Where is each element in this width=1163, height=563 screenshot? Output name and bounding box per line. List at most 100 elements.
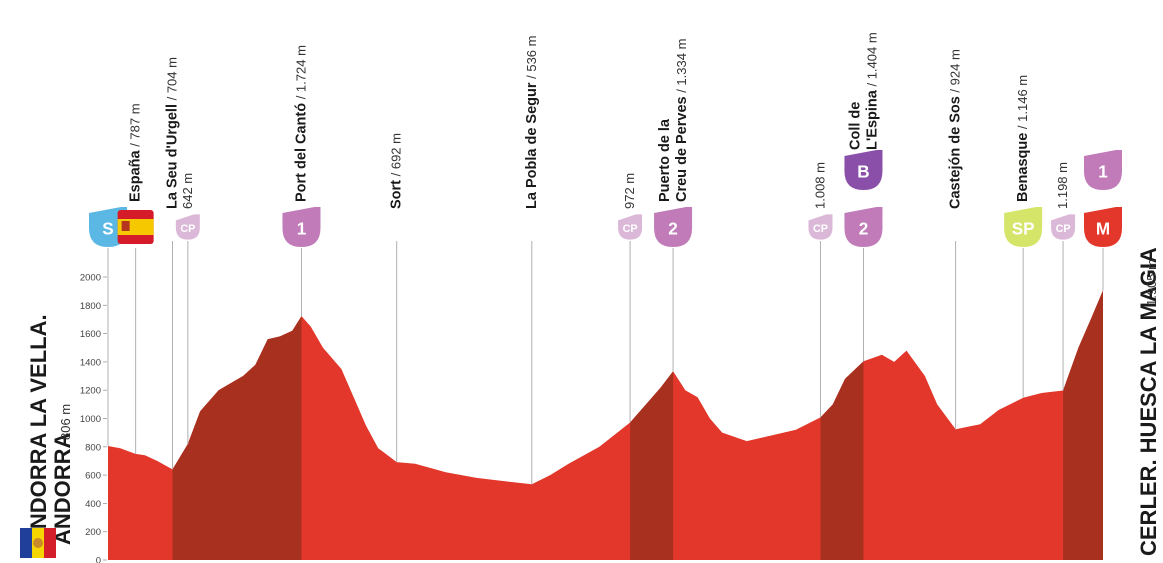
waypoint-text: Puerto de laCreu de Perves / 1.334 m — [657, 39, 690, 202]
spain-flag-icon — [117, 210, 154, 244]
climb-segment — [1063, 290, 1103, 560]
waypoint-label: 1.198 m — [1055, 162, 1070, 209]
badge-label: SP — [1012, 220, 1035, 239]
badge-label: 2 — [859, 220, 869, 239]
y-tick-label: 1800 — [80, 301, 101, 312]
finish-label: CERLER. HUESCA LA MAGIA 1.905 m — [1136, 247, 1161, 556]
waypoint-altitude: / 787 m — [128, 103, 143, 150]
waypoint-label: Port del Cantó / 1.724 m — [293, 45, 309, 202]
waypoint-label: 1.008 m — [812, 162, 827, 209]
waypoint-label: 972 m — [622, 173, 637, 209]
mountain-badge: 1 — [1084, 150, 1122, 190]
waypoint-altitude: / 536 m — [524, 36, 539, 83]
waypoint-name: Benasque — [1015, 133, 1031, 202]
waypoint-altitude: 972 m — [622, 173, 637, 209]
y-tick-label: 800 — [85, 442, 101, 453]
waypoint-text: 972 m — [622, 173, 637, 209]
badge-label: CP — [813, 223, 828, 235]
y-tick-label: 1600 — [80, 329, 101, 340]
waypoint-name: La Seu d'Urgell — [164, 104, 180, 209]
y-tick-label: 1200 — [80, 386, 101, 397]
waypoint-altitude: / 704 m — [164, 57, 179, 104]
waypoint-badges: S CP 1 CP 2 CP 2 B SP CP M 1 — [89, 150, 1122, 247]
waypoint-text: Castejón de Sos / 924 m — [948, 49, 964, 209]
waypoint-altitude: / 1.334 m — [674, 39, 689, 97]
waypoint-text: Port del Cantó / 1.724 m — [293, 45, 309, 202]
waypoint-text: Sort / 692 m — [389, 133, 405, 209]
finish-badge: M — [1084, 207, 1122, 247]
waypoint-altitude: / 1.724 m — [293, 45, 308, 103]
y-tick-label: 1400 — [80, 357, 101, 368]
waypoint-text: 1.008 m — [812, 162, 827, 209]
badge-label: CP — [180, 223, 195, 235]
waypoint-altitude: / 1.404 m — [864, 32, 879, 90]
badge-label: 1 — [1098, 163, 1108, 182]
finish-name: CERLER. HUESCA LA MAGIA — [1136, 247, 1161, 556]
waypoint-name: Coll de — [847, 102, 863, 150]
mountain-badge: 2 — [654, 207, 693, 247]
waypoint-altitude: / 692 m — [389, 133, 404, 180]
waypoint-text: Coll deL'Espina / 1.404 m — [847, 32, 880, 150]
waypoint-label: 642 m — [180, 173, 195, 209]
start-country: ANDORRA — [50, 432, 75, 545]
waypoint-text: La Pobla de Segur / 536 m — [524, 36, 540, 209]
checkpoint-badge: CP — [175, 214, 200, 240]
climb-segment — [630, 371, 674, 560]
cat-b-badge: B — [844, 150, 883, 190]
y-tick-label: 200 — [85, 527, 101, 538]
checkpoint-badge: CP — [618, 214, 643, 240]
badge-label: B — [857, 163, 869, 182]
waypoint-label: Castejón de Sos / 924 m — [948, 49, 964, 209]
waypoint-label: Coll deL'Espina / 1.404 m — [847, 32, 880, 150]
waypoint-text: Benasque / 1.146 m — [1015, 75, 1031, 202]
badge-label: CP — [1056, 223, 1071, 235]
checkpoint-badge: CP — [1051, 214, 1076, 240]
waypoint-label: España / 787 m — [128, 103, 144, 202]
badge-label: S — [102, 220, 113, 239]
waypoint-label: Puerto de laCreu de Perves / 1.334 m — [657, 39, 690, 202]
start-altitude: 806 m — [58, 404, 73, 440]
waypoint-name: Creu de Perves — [674, 96, 690, 202]
waypoint-name: L'Espina — [864, 89, 880, 150]
waypoint-name: Sort — [389, 180, 405, 209]
start-city: ANDORRA LA VELLA. — [26, 314, 51, 545]
waypoint-altitude: / 1.146 m — [1015, 75, 1030, 133]
leader-lines — [107, 241, 1104, 485]
y-axis: 0 200 400 600 800 1000 1200 1400 1600 1800 2000 — [80, 273, 107, 563]
waypoint-text: La Seu d'Urgell / 704 m — [164, 57, 180, 209]
elevation-profile — [108, 290, 1103, 560]
waypoint-label: La Pobla de Segur / 536 m — [524, 36, 540, 209]
y-tick-label: 0 — [96, 556, 101, 563]
climb-segment — [172, 316, 302, 560]
waypoint-name: Puerto de la — [657, 118, 673, 202]
waypoint-label: Benasque / 1.146 m — [1015, 75, 1031, 202]
y-tick-label: 400 — [85, 499, 101, 510]
waypoint-name: Port del Cantó — [293, 103, 309, 202]
start-badge: S — [89, 207, 127, 247]
waypoint-altitude: 642 m — [180, 173, 195, 209]
climb-segment — [820, 361, 864, 560]
badge-label: M — [1096, 220, 1110, 239]
waypoint-name: España — [128, 149, 144, 202]
waypoint-altitude: 1.008 m — [812, 162, 827, 209]
waypoint-label: La Seu d'Urgell / 704 m — [164, 57, 180, 209]
finish-altitude: 1.905 m — [1144, 259, 1159, 306]
waypoint-name: Castejón de Sos — [948, 96, 964, 209]
mountain-badge: 2 — [844, 207, 883, 247]
y-tick-label: 600 — [85, 471, 101, 482]
badge-label: 2 — [668, 220, 678, 239]
waypoint-text: 642 m — [180, 173, 195, 209]
andorra-flag-icon — [20, 528, 56, 558]
waypoint-name: La Pobla de Segur — [524, 82, 540, 209]
waypoint-labels: España / 787 m La Seu d'Urgell / 704 m642… — [128, 32, 1070, 209]
waypoint-text: España / 787 m — [128, 103, 144, 202]
waypoint-label: Sort / 692 m — [389, 133, 405, 209]
y-tick-label: 2000 — [80, 273, 101, 284]
badge-label: 1 — [297, 220, 307, 239]
badge-label: CP — [623, 223, 638, 235]
mountain-badge: 1 — [282, 207, 321, 247]
y-tick-label: 1000 — [80, 414, 101, 425]
waypoint-text: 1.198 m — [1055, 162, 1070, 209]
start-label: ANDORRA LA VELLA. ANDORRA 806 m — [26, 314, 75, 545]
